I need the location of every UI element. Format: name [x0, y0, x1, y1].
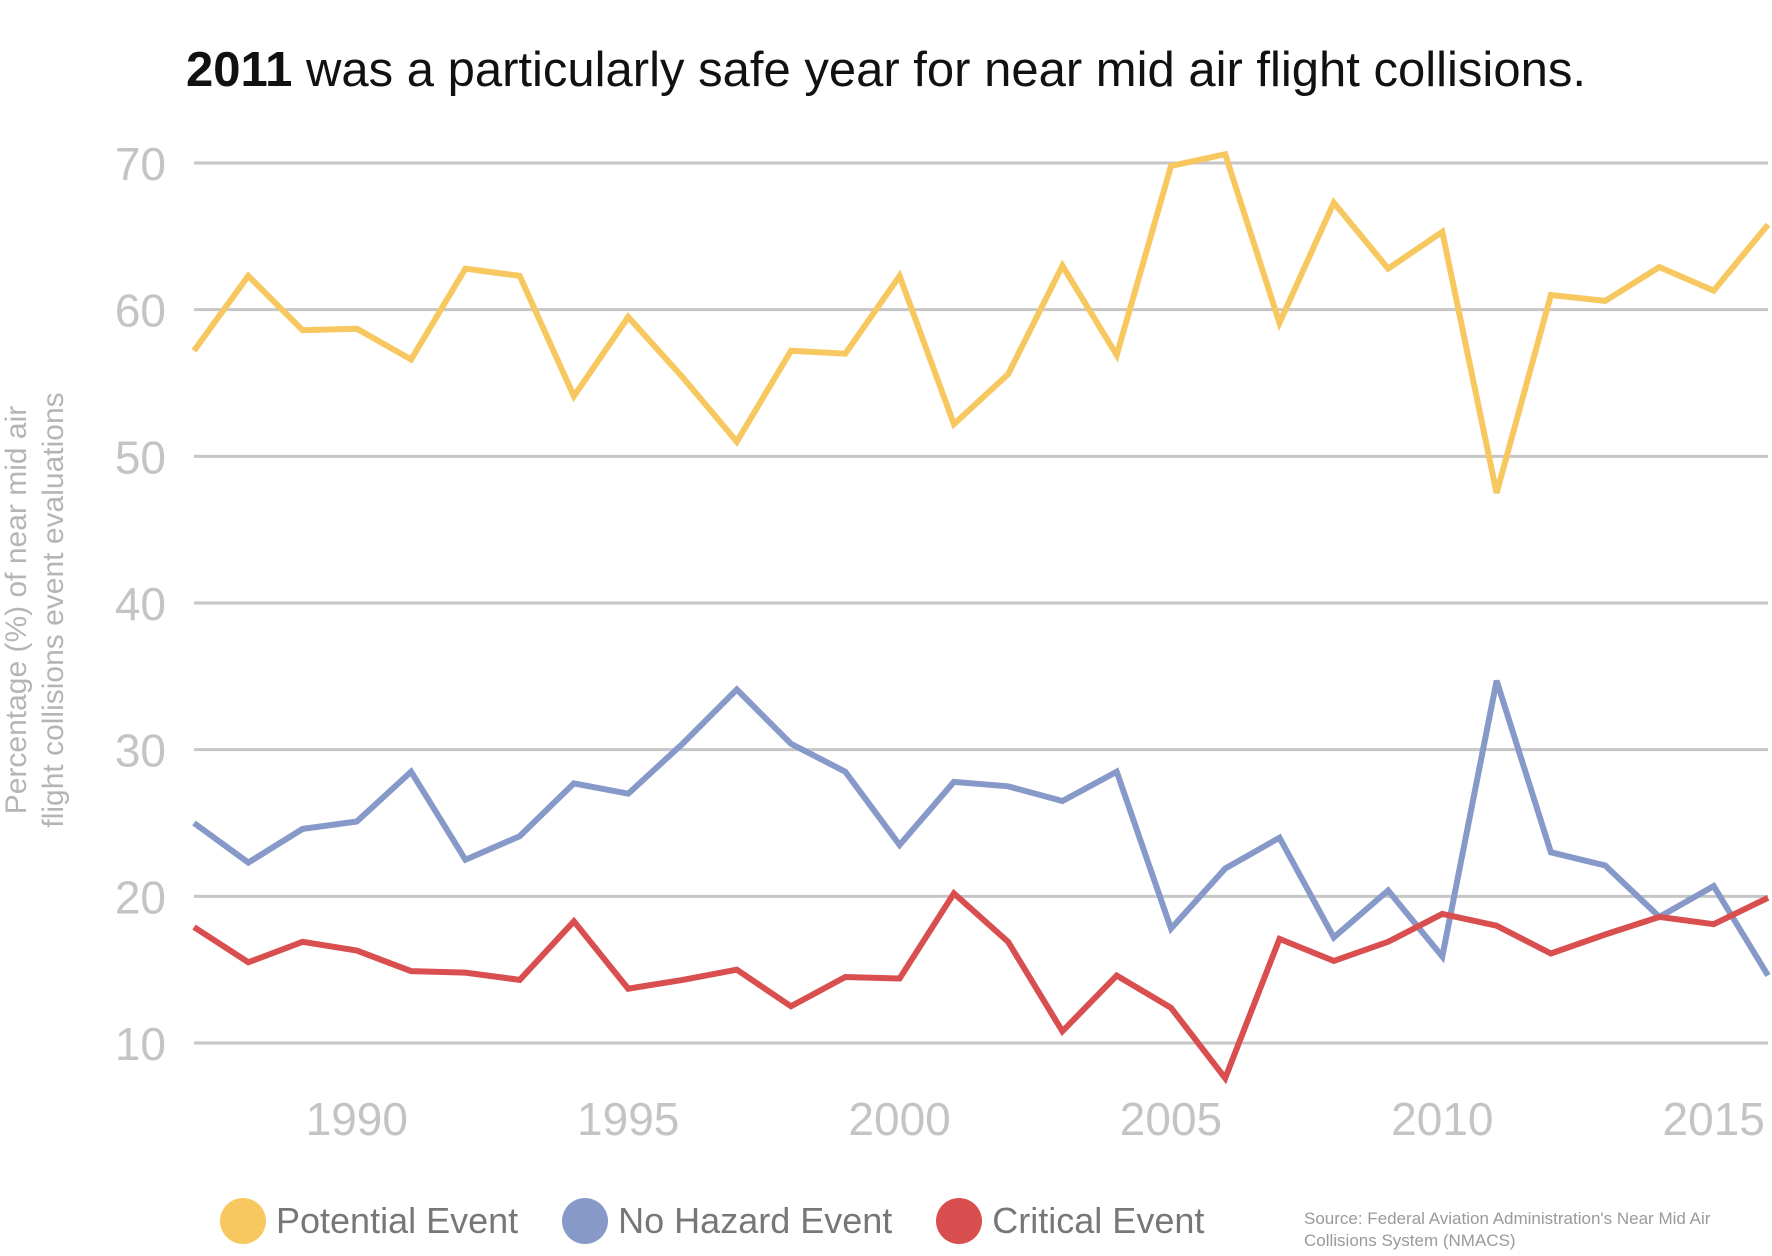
y-tick-label-30: 30 — [115, 725, 166, 777]
y-tick-labels: 10 20 30 40 50 60 70 — [115, 138, 166, 1070]
legend-dot-critical — [936, 1198, 983, 1244]
legend-label-critical: Critical Event — [992, 1200, 1205, 1241]
legend: Potential Event No Hazard Event Critical… — [220, 1196, 1248, 1246]
legend-item-potential: Potential Event — [220, 1198, 518, 1244]
y-tick-label-60: 60 — [115, 285, 166, 337]
y-tick-label-10: 10 — [115, 1018, 166, 1070]
x-tick-label-2010: 2010 — [1391, 1093, 1493, 1145]
y-tick-label-70: 70 — [115, 138, 166, 190]
y-tick-label-40: 40 — [115, 578, 166, 630]
chart-title: 2011 was a particularly safe year for ne… — [0, 42, 1772, 98]
series-line-potential-event — [191, 150, 1771, 494]
chart-title-rest: was a particularly safe year for near mi… — [292, 43, 1586, 97]
y-axis-label: Percentage (%) of near mid air flight co… — [0, 300, 98, 920]
x-tick-label-2005: 2005 — [1120, 1093, 1222, 1145]
x-tick-label-1995: 1995 — [577, 1093, 679, 1145]
legend-dot-potential — [220, 1198, 266, 1244]
x-tick-label-2000: 2000 — [848, 1093, 950, 1145]
x-tick-label-2015: 2015 — [1663, 1093, 1765, 1145]
legend-label-no-hazard: No Hazard Event — [618, 1200, 893, 1241]
legend-label-potential: Potential Event — [276, 1200, 519, 1241]
x-tick-label-1990: 1990 — [306, 1093, 408, 1145]
y-tick-label-20: 20 — [115, 871, 166, 923]
series-line-critical-event — [192, 888, 1770, 1085]
y-tick-label-50: 50 — [115, 431, 166, 483]
y-axis-label-line1: Percentage (%) of near mid air — [0, 405, 33, 815]
y-axis-label-line2: flight collisions event evaluations — [37, 392, 70, 828]
source-note: Source: Federal Aviation Administration'… — [1304, 1209, 1711, 1250]
series-line-no-hazard-event — [192, 679, 1771, 978]
legend-item-no-hazard: No Hazard Event — [562, 1198, 892, 1244]
chart-title-bold: 2011 — [186, 43, 293, 97]
legend-item-critical: Critical Event — [936, 1198, 1204, 1244]
series-lines — [191, 150, 1771, 1085]
legend-dot-no-hazard — [562, 1198, 609, 1244]
x-tick-labels: 1990 1995 2000 2005 2010 2015 — [306, 1093, 1765, 1145]
grid-layer — [194, 161, 1768, 1045]
